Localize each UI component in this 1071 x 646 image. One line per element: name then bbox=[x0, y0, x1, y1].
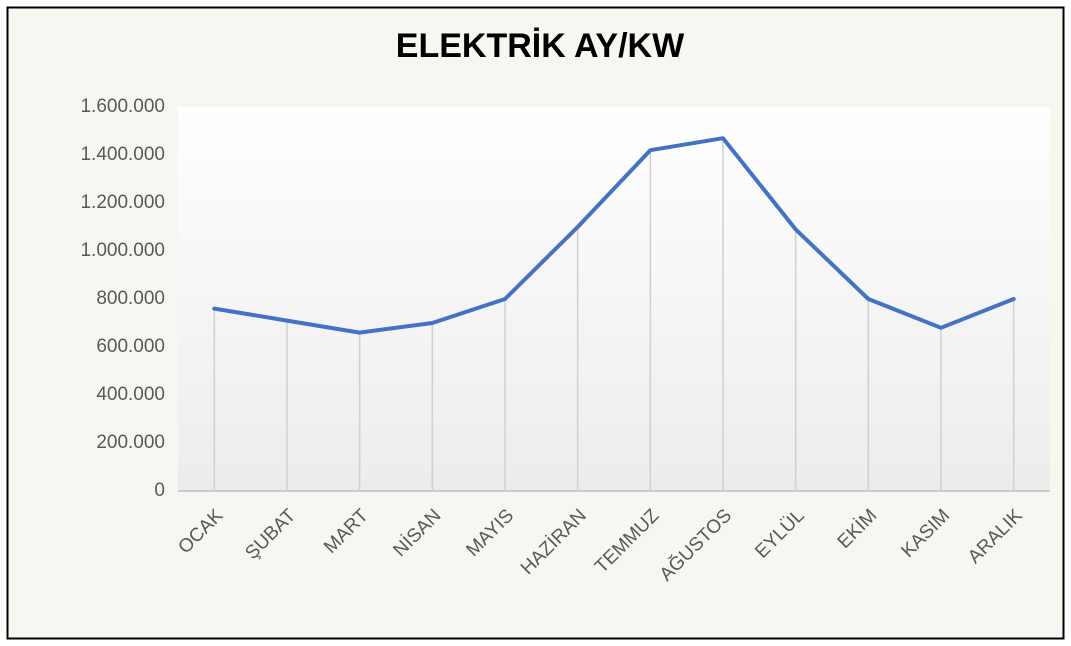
y-tick-label: 400.000 bbox=[96, 384, 165, 405]
y-tick-label: 0 bbox=[154, 480, 165, 501]
y-tick-label: 600.000 bbox=[96, 336, 165, 357]
y-tick-label: 1.600.000 bbox=[80, 96, 165, 117]
y-tick-label: 800.000 bbox=[96, 288, 165, 309]
chart-title: ELEKTRİK AY/KW bbox=[396, 27, 685, 65]
y-tick-label: 1.000.000 bbox=[80, 240, 165, 261]
plot-area bbox=[178, 107, 1050, 491]
y-tick-label: 1.400.000 bbox=[80, 144, 165, 165]
y-tick-label: 1.200.000 bbox=[80, 192, 165, 213]
line bbox=[212, 136, 1016, 335]
y-tick-label: 200.000 bbox=[96, 432, 165, 453]
